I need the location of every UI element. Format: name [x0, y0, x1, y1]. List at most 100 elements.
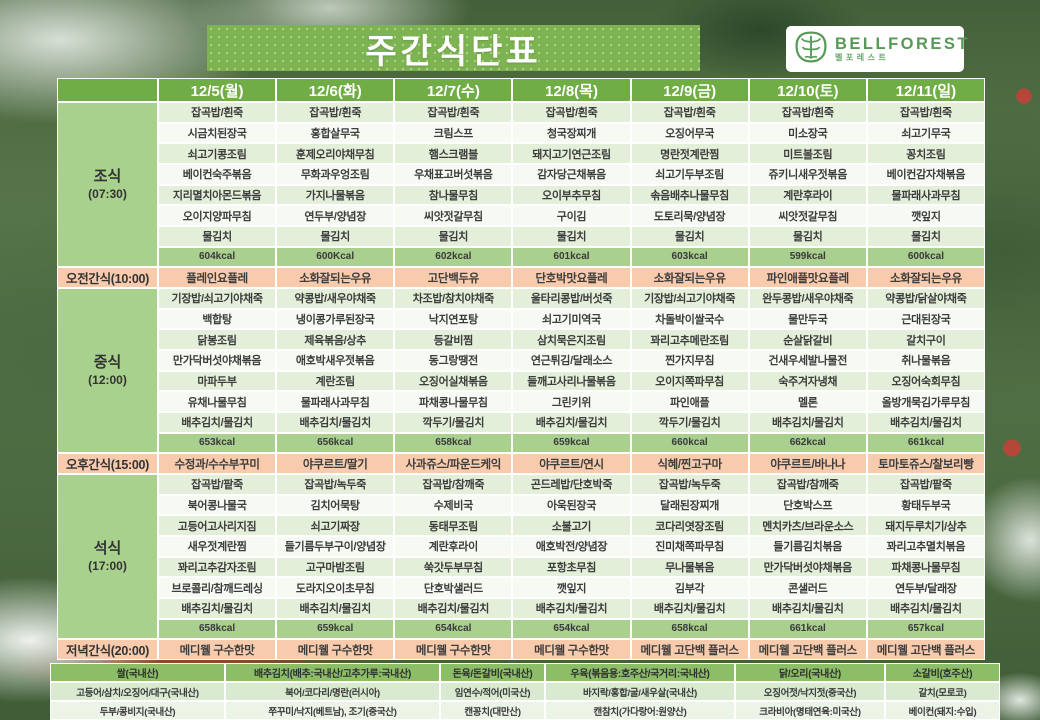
menu-cell: 파인애플: [630, 391, 749, 412]
menu-cell: 씨앗젓갈무침: [394, 205, 513, 226]
snack-cell: 식혜/찐고구마: [630, 453, 749, 474]
snack-cell: 고단백두유: [394, 267, 513, 288]
menu-cell: 포항초무침: [512, 556, 631, 578]
menu-cell: 꽈리고추메란조림: [630, 329, 749, 350]
origin-cell: 배추김치(배추:국내산/고추가루:국내산): [225, 663, 440, 682]
snack-cell: 메디웰 구수한맛: [512, 639, 631, 660]
snack-label: 오전간식(10:00): [57, 267, 158, 288]
menu-cell: 만가닥버섯야채볶음: [158, 349, 277, 371]
snack-cell: 메디웰 구수한맛: [394, 639, 513, 660]
kcal-cell: 662kcal: [748, 432, 867, 454]
menu-cell: 오징어실채볶음: [394, 370, 513, 392]
menu-cell: 잡곡밥/흰죽: [158, 102, 277, 123]
menu-cell: 잡곡밥/참깨죽: [748, 473, 867, 495]
menu-cell: 약콩밥/새우야채죽: [276, 287, 395, 309]
menu-cell: 연두부/양념장: [276, 205, 395, 226]
menu-cell: 잡곡밥/팥죽: [158, 473, 277, 495]
origin-cell: 고등어/삼치/오징어/대구(국내산): [50, 682, 225, 701]
snack-cell: 파인애플맛요플레: [748, 267, 867, 288]
kcal-cell: 654kcal: [394, 618, 513, 640]
menu-cell: 우채표고버섯볶음: [394, 163, 513, 185]
menu-cell: 물김치: [866, 225, 985, 247]
day-header: 12/10(토): [748, 78, 867, 102]
menu-cell: 잡곡밥/흰죽: [394, 102, 513, 123]
menu-cell: 애호박새우젓볶음: [276, 349, 395, 371]
table-corner: [57, 78, 158, 102]
kcal-cell: 656kcal: [276, 432, 395, 454]
menu-cell: 물김치: [748, 225, 867, 247]
menu-cell: 깻잎지: [512, 577, 631, 598]
kcal-cell: 601kcal: [512, 246, 631, 268]
kcal-cell: 659kcal: [276, 618, 395, 640]
menu-cell: 브로콜리/참깨드레싱: [158, 577, 277, 598]
kcal-cell: 661kcal: [866, 432, 985, 454]
menu-cell: 달래된장찌개: [630, 494, 749, 516]
menu-cell: 건새우세발나물전: [748, 349, 867, 371]
snack-cell: 야쿠르트/딸기: [276, 453, 395, 474]
kcal-cell: 657kcal: [866, 618, 985, 640]
origin-cell: 쌀(국내산): [50, 663, 225, 682]
origin-cell: 갈치(모로코): [885, 682, 1000, 701]
menu-cell: 깻잎지: [866, 205, 985, 226]
menu-cell: 쥬키니새우젓볶음: [748, 163, 867, 185]
origin-cell: 소갈비(호주산): [885, 663, 1000, 682]
snack-cell: 메디웰 고단백 플러스: [630, 639, 749, 660]
kcal-cell: 599kcal: [748, 246, 867, 268]
section-label-text: 조식: [93, 167, 122, 185]
menu-cell: 깍두기/물김치: [630, 411, 749, 433]
snack-cell: 플레인요플레: [158, 267, 277, 288]
origin-cell: 두부/콩비지(국내산): [50, 701, 225, 720]
logo-text: BELLFOREST 벨포레스트: [835, 35, 970, 63]
menu-cell: 배추김치/물김치: [630, 597, 749, 619]
section-label: 조식 (07:30): [57, 102, 158, 268]
menu-cell: 꽁치조림: [866, 143, 985, 164]
snack-cell: 토마토쥬스/찰보리빵: [866, 453, 985, 474]
menu-cell: 계란조림: [276, 370, 395, 392]
menu-cell: 쇠고기두부조림: [630, 163, 749, 185]
menu-cell: 물김치: [276, 225, 395, 247]
menu-cell: 갈치구이: [866, 329, 985, 350]
kcal-cell: 654kcal: [512, 618, 631, 640]
menu-cell: 잡곡밥/참깨죽: [394, 473, 513, 495]
menu-cell: 약콩밥/닭살야채죽: [866, 287, 985, 309]
menu-cell: 차돌박이쌀국수: [630, 308, 749, 330]
menu-cell: 물김치: [158, 225, 277, 247]
page-title: 주간식단표: [207, 25, 700, 71]
origin-cell: 크라비아(명태연육:미국산): [735, 701, 885, 720]
menu-cell: 멘치카츠/브라운소스: [748, 515, 867, 536]
menu-cell: 닭봉조림: [158, 329, 277, 350]
snack-cell: 메디웰 구수한맛: [276, 639, 395, 660]
kcal-cell: 661kcal: [748, 618, 867, 640]
kcal-cell: 603kcal: [630, 246, 749, 268]
section-time-text: (12:00): [88, 372, 127, 387]
menu-cell: 낙지연포탕: [394, 308, 513, 330]
origin-cell: 닭/오리(국내산): [735, 663, 885, 682]
menu-cell: 크림스프: [394, 122, 513, 144]
origin-cell: 돈육/돈갈비(국내산): [440, 663, 545, 682]
origin-cell: 북어/코다리/명란(러시아): [225, 682, 440, 701]
menu-cell: 소불고기: [512, 515, 631, 536]
menu-cell: 등갈비찜: [394, 329, 513, 350]
snack-cell: 소화잘되는우유: [276, 267, 395, 288]
menu-cell: 꽈리고추멸치볶음: [866, 535, 985, 557]
menu-cell: 파채콩나물무침: [866, 556, 985, 578]
origin-cell: 우육(볶음용:호주산/국거리:국내산): [545, 663, 735, 682]
menu-cell: 잡곡밥/흰죽: [866, 102, 985, 123]
menu-cell: 잡곡밥/흰죽: [748, 102, 867, 123]
menu-cell: 베이컨감자채볶음: [866, 163, 985, 185]
menu-cell: 오이지양파무침: [158, 205, 277, 226]
menu-cell: 차조밥/참치야채죽: [394, 287, 513, 309]
menu-cell: 단호박샐러드: [394, 577, 513, 598]
menu-cell: 북어콩나물국: [158, 494, 277, 516]
kcal-cell: 653kcal: [158, 432, 277, 454]
menu-cell: 황태두부국: [866, 494, 985, 516]
snack-cell: 단호박맛요플레: [512, 267, 631, 288]
menu-cell: 코다리엿장조림: [630, 515, 749, 536]
snack-cell: 사과쥬스/파운드케익: [394, 453, 513, 474]
menu-cell: 동태무조림: [394, 515, 513, 536]
section-label: 중식 (12:00): [57, 287, 158, 454]
menu-cell: 새우젓계란찜: [158, 535, 277, 557]
menu-cell: 순살닭갈비: [748, 329, 867, 350]
menu-cell: 오징어숙회무침: [866, 370, 985, 392]
